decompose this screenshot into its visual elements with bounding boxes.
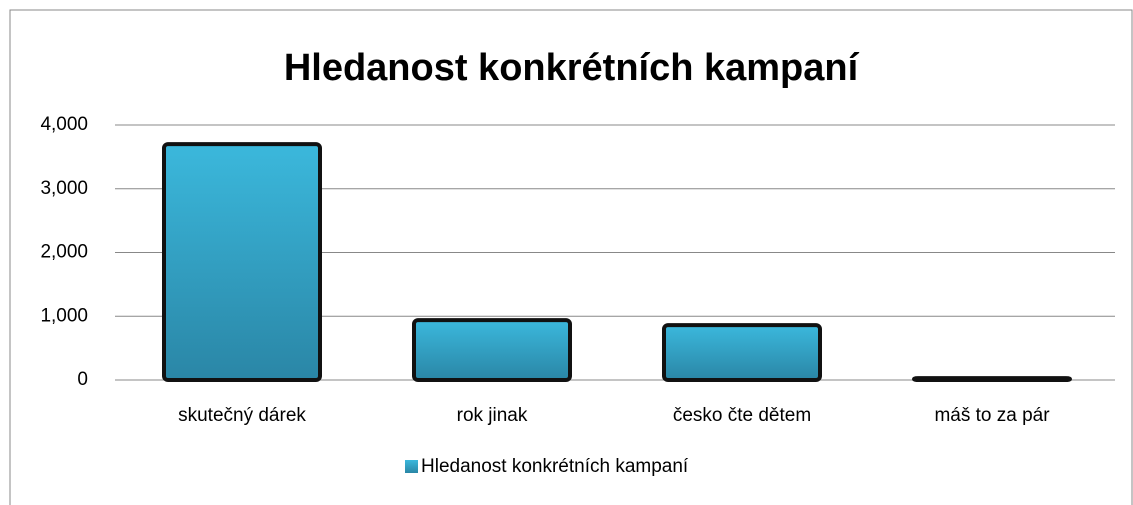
x-tick-label: skutečný dárek [178, 405, 306, 426]
y-tick-label: 1,000 [40, 305, 88, 326]
chart-title: Hledanost konkrétních kampaní [284, 47, 860, 89]
x-tick-label: rok jinak [457, 405, 528, 426]
y-tick-label: 2,000 [40, 242, 88, 263]
legend-label: Hledanost konkrétních kampaní [421, 456, 689, 477]
y-tick-label: 0 [77, 369, 88, 390]
bar [662, 323, 822, 382]
legend-swatch [405, 460, 418, 473]
y-tick-label: 3,000 [40, 178, 88, 199]
y-tick-label: 4,000 [40, 114, 88, 135]
bar [162, 142, 322, 382]
x-tick-label: česko čte dětem [673, 405, 811, 426]
bar [412, 318, 572, 383]
x-tick-label: máš to za pár [934, 405, 1050, 426]
chart-frame [9, 9, 1133, 505]
bar [912, 376, 1072, 382]
